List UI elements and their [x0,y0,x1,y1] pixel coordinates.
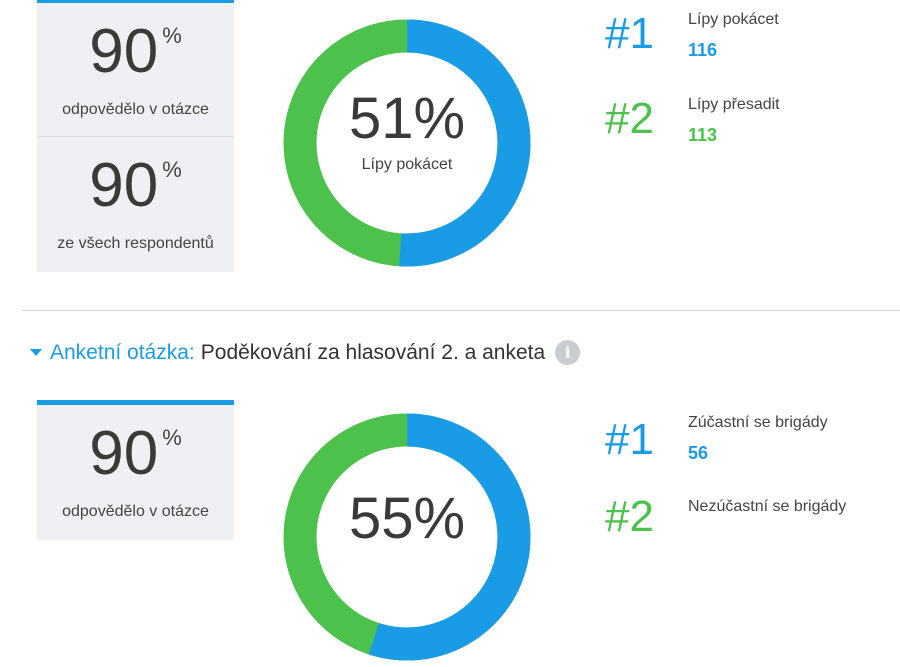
result-rank-2: #2 [605,492,654,541]
results-donut-chart: 51% Lípy pokácet [282,18,532,268]
stat-unit: % [162,23,182,48]
question-prefix: Anketní otázka: [50,340,195,364]
info-icon[interactable]: i [555,340,581,365]
result-count-2: 113 [688,125,718,145]
respondent-stats-card-2: 90% odpovědělo v otázce [37,400,234,540]
respondent-stats-card: 90% odpovědělo v otázce 90% ze všech res… [37,0,234,272]
stat-number: 90 [89,17,159,86]
result-rank-2: #2 [605,94,654,143]
stat-number: 90 [89,151,159,220]
stat-unit: % [162,157,182,182]
stat-number: 90 [89,419,159,488]
answered-question-value: 90% [37,21,234,83]
section-divider [22,310,900,311]
result-count-1: 56 [688,443,709,463]
question-title: Poděkování za hlasování 2. a anketa [200,340,546,364]
result-rank-1: #1 [605,415,654,464]
stat-unit: % [162,425,182,450]
donut-center-label: Lípy pokácet [361,156,453,173]
result-label-1: Lípy pokácet [688,11,779,28]
answered-question-stat: 90% odpovědělo v otázce [37,3,234,136]
result-rank-1: #1 [605,9,654,58]
result-label-1: Zúčastní se brigády [688,414,828,431]
donut-center-value: 51% [348,86,466,151]
result-count-1: 116 [688,40,718,60]
collapse-caret-icon[interactable] [30,349,42,356]
stat-caption: odpovědělo v otázce [62,101,209,118]
results-donut-chart-2: 55% [282,412,532,662]
all-respondents-stat: 90% ze všech respondentů [37,136,234,270]
stat-caption: odpovědělo v otázce [62,503,209,520]
stat-caption: ze všech respondentů [57,235,214,252]
all-respondents-value: 90% [37,155,234,217]
donut-segment-blue [283,19,531,267]
result-label-2: Lípy přesadit [688,96,780,113]
answered-question-value-2: 90% [37,423,234,485]
donut-center-value: 55% [348,486,466,551]
result-label-2: Nezúčastní se brigády [688,498,847,515]
poll-question-header[interactable]: Anketní otázka: Poděkování za hlasování … [30,340,581,365]
answered-question-stat-2: 90% odpovědělo v otázce [37,405,234,538]
donut-svg [283,19,531,267]
